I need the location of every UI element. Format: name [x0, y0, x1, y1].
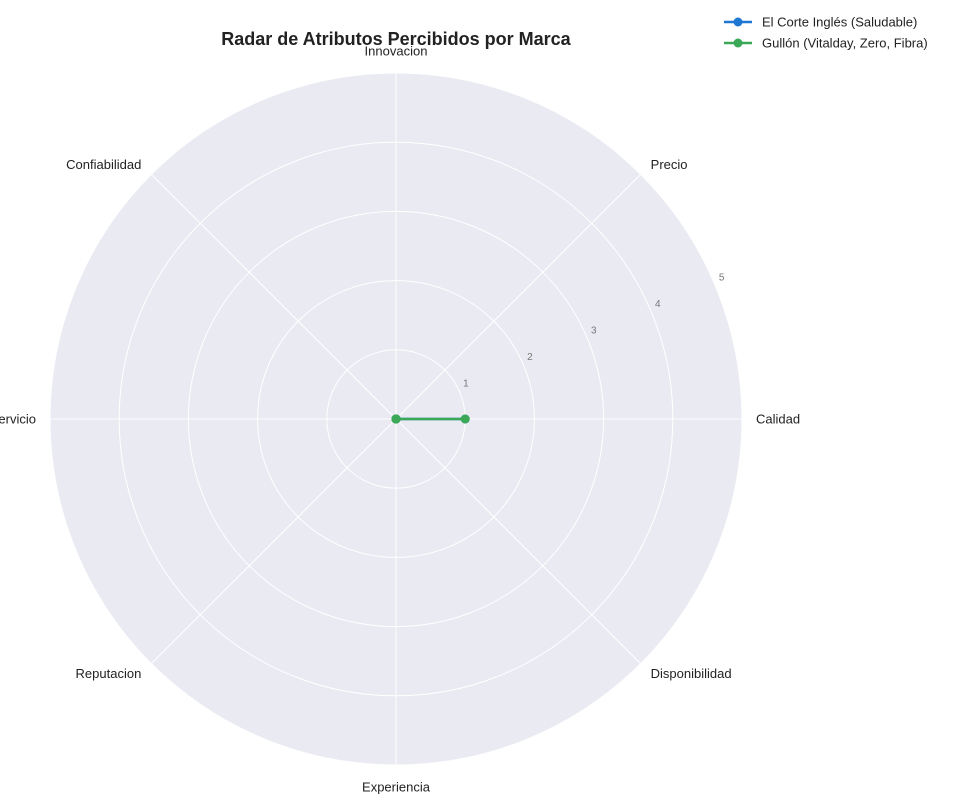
series-point — [460, 414, 470, 424]
category-labels: Calidad Precio Innovacion Confiabilidad Serv… — [0, 44, 800, 795]
legend-marker — [733, 17, 743, 27]
grid-layer — [49, 72, 743, 766]
series-layer — [391, 414, 470, 424]
category-label: Servicio — [0, 412, 36, 427]
category-label: Calidad — [756, 412, 800, 427]
grid-spoke — [150, 173, 397, 420]
grid-spoke — [150, 418, 397, 665]
category-label: Disponibilidad — [651, 666, 732, 681]
grid-spoke — [395, 173, 642, 420]
category-label: Precio — [651, 157, 688, 172]
legend: El Corte Inglés (Saludable) Gullón (Vital… — [724, 15, 928, 51]
category-label: Confiabilidad — [66, 157, 141, 172]
category-label: Reputacion — [76, 666, 142, 681]
radial-tick-label: 4 — [655, 299, 661, 310]
legend-marker — [733, 38, 743, 48]
category-label: Experiencia — [362, 780, 431, 795]
radial-tick-label: 2 — [527, 352, 533, 363]
radial-tick-labels: 1 2 3 4 5 — [463, 273, 725, 390]
category-label: Innovacion — [365, 44, 428, 59]
radial-tick-label: 3 — [591, 326, 597, 337]
radial-tick-label: 1 — [463, 379, 469, 390]
legend-label: El Corte Inglés (Saludable) — [762, 15, 917, 30]
series-point — [391, 414, 401, 424]
radial-tick-label: 5 — [719, 273, 725, 284]
grid-spoke — [395, 418, 642, 665]
chart-title: Radar de Atributos Percibidos por Marca — [221, 29, 571, 49]
legend-label: Gullón (Vitalday, Zero, Fibra) — [762, 36, 928, 51]
